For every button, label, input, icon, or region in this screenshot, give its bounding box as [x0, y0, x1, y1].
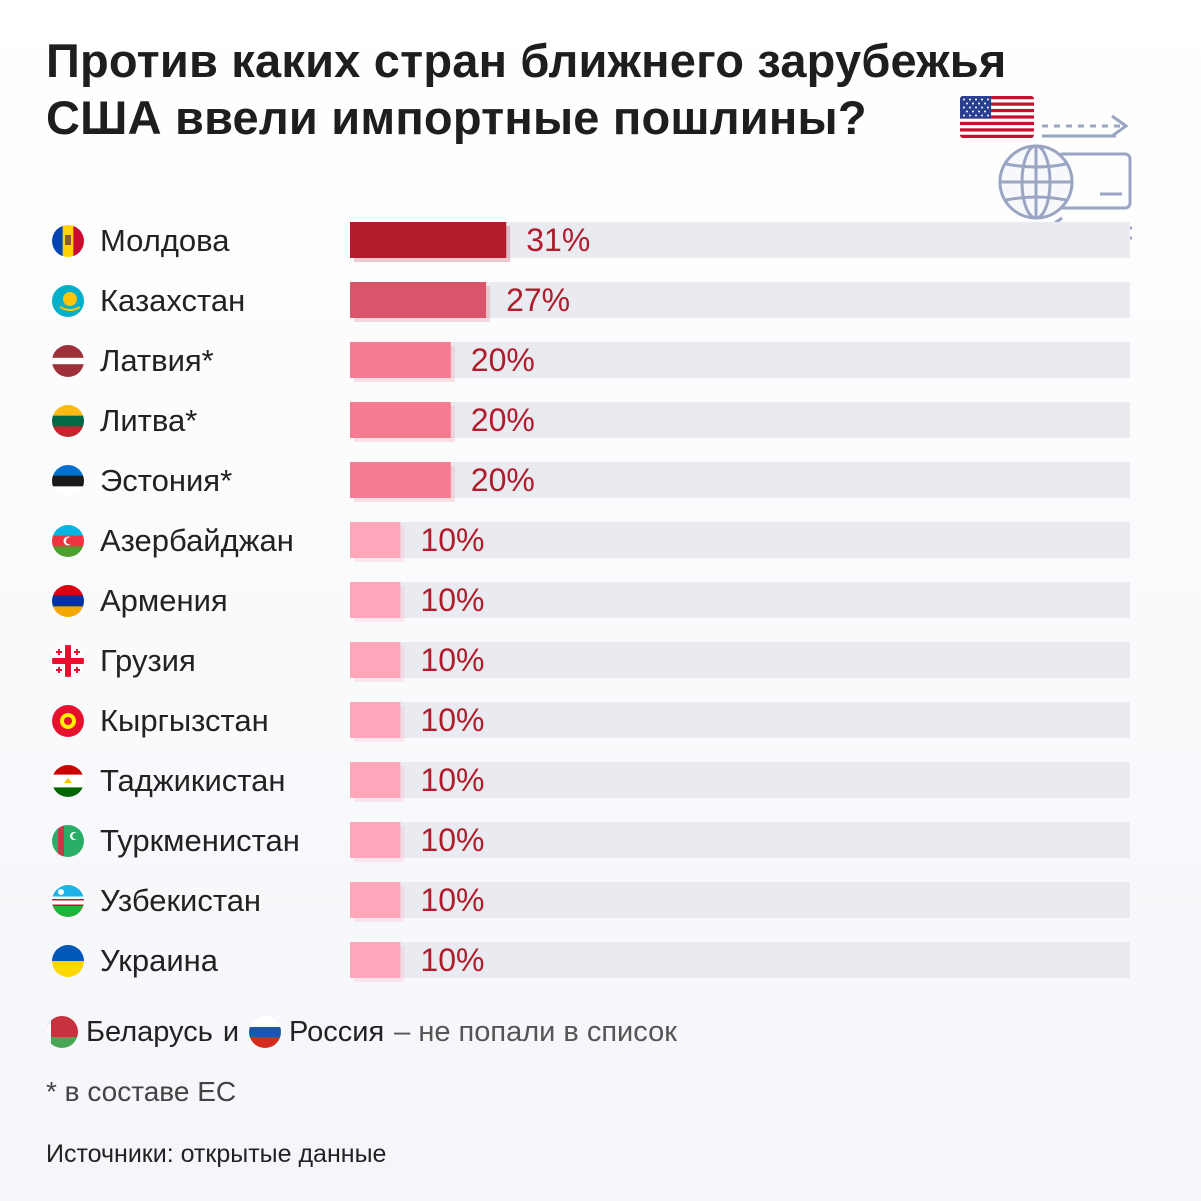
us-flag-icon: [960, 96, 1034, 138]
bar-row: 27% Казахстан: [52, 282, 1130, 322]
bar-row: 20% Латвия*: [52, 342, 1130, 382]
bar-row: 31% Молдова: [52, 222, 1130, 262]
bar: [350, 522, 401, 558]
bar: [350, 582, 401, 618]
bar: [350, 762, 401, 798]
bar-track: [350, 582, 1130, 618]
country-label: Армения: [100, 583, 228, 618]
kyrgyzstan-flag-icon: [52, 705, 84, 737]
moldova-flag-icon: [52, 225, 84, 257]
country-label: Азербайджан: [100, 523, 294, 558]
bar: [350, 402, 451, 438]
bar-row: 10% Грузия: [52, 642, 1130, 682]
bar-track: [350, 642, 1130, 678]
excluded-note: – не попали в список: [394, 1015, 677, 1048]
bar-track: [350, 462, 1130, 498]
bar-track: [350, 762, 1130, 798]
value-label: 31%: [526, 222, 590, 258]
lithuania-flag-icon: [52, 405, 84, 437]
value-label: 10%: [420, 582, 484, 618]
bar-track: [350, 342, 1130, 378]
value-label: 20%: [471, 462, 535, 498]
belarus-label: Беларусь: [86, 1015, 213, 1048]
bar: [350, 282, 487, 318]
country-label: Узбекистан: [100, 883, 261, 918]
chart-title: Против каких стран ближнего зарубежья СШ…: [46, 32, 1156, 146]
belarus-flag-icon: [46, 1016, 78, 1048]
bar-track: [350, 822, 1130, 858]
country-label: Украина: [100, 943, 219, 978]
bar-track: [350, 882, 1130, 918]
value-label: 10%: [420, 522, 484, 558]
georgia-flag-icon: [52, 645, 84, 677]
bar-row: 10% Таджикистан: [52, 762, 1130, 802]
country-label: Молдова: [100, 223, 230, 258]
azerbaijan-flag-icon: [52, 525, 84, 557]
bar-row: 20% Литва*: [52, 402, 1130, 442]
bar: [350, 702, 401, 738]
value-label: 20%: [471, 342, 535, 378]
and-label: и: [222, 1015, 240, 1048]
latvia-flag-icon: [52, 345, 84, 377]
bar-track: [350, 702, 1130, 738]
footnote-excluded: Беларусь и Россия – не попали в список: [46, 1010, 677, 1054]
bar-track: [350, 942, 1130, 978]
estonia-flag-icon: [52, 465, 84, 497]
bar: [350, 882, 401, 918]
kazakhstan-flag-icon: [52, 285, 84, 317]
value-label: 20%: [471, 402, 535, 438]
country-label: Туркменистан: [100, 823, 300, 858]
bar-chart: 31% Молдова 27% Казахстан 20% Латвия* 20% Литва…: [52, 222, 1130, 982]
title-line-1: Против каких стран ближнего зарубежья: [46, 34, 1007, 87]
bar-row: 10% Азербайджан: [52, 522, 1130, 562]
country-label: Казахстан: [100, 283, 245, 318]
country-label: Грузия: [100, 643, 196, 678]
bar-row: 10% Кыргызстан: [52, 702, 1130, 742]
country-label: Эстония*: [100, 463, 232, 498]
bar-row: 10% Армения: [52, 582, 1130, 622]
bar-track: [350, 402, 1130, 438]
bar-row: 10% Узбекистан: [52, 882, 1130, 922]
country-label: Литва*: [100, 403, 197, 438]
tajikistan-flag-icon: [52, 765, 84, 797]
bar: [350, 462, 451, 498]
value-label: 10%: [420, 942, 484, 978]
source-note: Источники: открытые данные: [46, 1140, 387, 1168]
value-label: 10%: [420, 882, 484, 918]
uzbekistan-flag-icon: [52, 885, 84, 917]
eu-footnote: * в составе ЕС: [46, 1076, 237, 1107]
russia-flag-icon: [249, 1016, 282, 1048]
value-label: 10%: [420, 702, 484, 738]
bar-row: 10% Туркменистан: [52, 822, 1130, 862]
bar: [350, 642, 401, 678]
value-label: 10%: [420, 762, 484, 798]
bar-track: [350, 522, 1130, 558]
value-label: 10%: [420, 642, 484, 678]
ukraine-flag-icon: [52, 945, 84, 977]
country-label: Латвия*: [100, 343, 214, 378]
bar: [350, 342, 451, 378]
turkmenistan-flag-icon: [52, 825, 84, 857]
country-label: Таджикистан: [100, 763, 286, 798]
bar-row: 20% Эстония*: [52, 462, 1130, 502]
bar: [350, 942, 401, 978]
bar: [350, 822, 401, 858]
bar: [350, 222, 507, 258]
russia-label: Россия: [289, 1015, 385, 1048]
armenia-flag-icon: [52, 585, 84, 617]
value-label: 10%: [420, 822, 484, 858]
country-label: Кыргызстан: [100, 703, 269, 738]
value-label: 27%: [506, 282, 570, 318]
title-line-2: США ввели импортные пошлины?: [46, 91, 867, 144]
bar-row: 10% Украина: [52, 942, 1130, 982]
